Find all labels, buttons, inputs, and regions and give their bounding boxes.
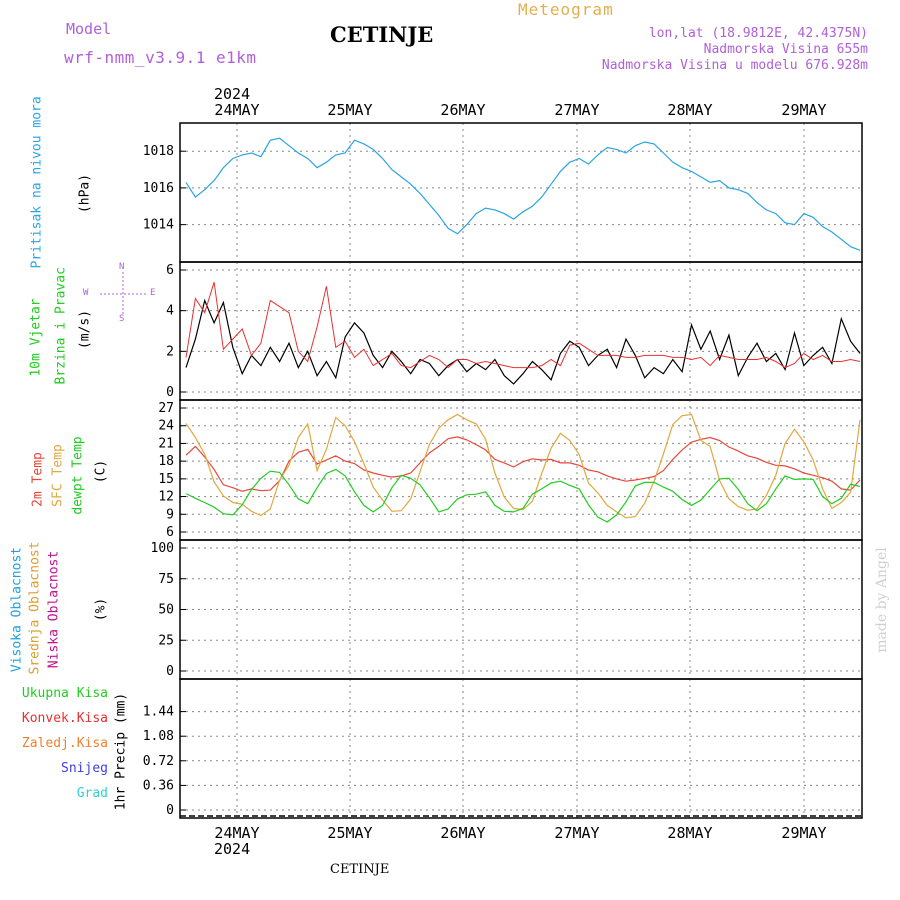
day-label-bottom: 25MAY [327,824,372,842]
y-tick-label: 0 [166,385,174,400]
y-tick-label: 100 [151,541,174,556]
y-tick-label: 21 [158,436,174,451]
panel-frame [179,122,863,263]
y-tick-label: 0 [166,664,174,679]
y-tick-label: 27 [158,401,174,416]
series-wind_speed [185,298,861,385]
legend-hail: Grad [76,786,108,801]
compass-n: N [119,262,125,272]
top-year: 2024 [214,85,251,103]
y-tick-label: 15 [158,472,174,487]
y-tick-label: 75 [158,572,174,587]
compass-w: W [83,288,89,298]
day-label-bottom: 24MAY [214,824,259,842]
day-label-bottom: 28MAY [667,824,712,842]
y-tick-label: 4 [166,304,174,319]
legend-total-rain: Ukupna Kisa [21,686,108,701]
model-label: Model [66,20,112,38]
model-altitude-label: Nadmorska Visina u modelu 676.928m [601,58,868,73]
day-label-top: 27MAY [554,101,599,119]
y-tick-label: 24 [158,419,174,434]
series-sfc_temp [185,413,861,519]
day-label-bottom: 29MAY [781,824,826,842]
coords-label: lon,lat (18.9812E, 42.4375N) [648,26,868,41]
compass-e: E [150,288,156,298]
model-name: wrf-nmm_v3.9.1 e1km [64,48,257,67]
y-tick-label: 1014 [143,218,174,233]
legend-conv-rain: Konvek.Kisa [21,711,108,726]
series-temp2m [185,436,861,492]
y-tick-label: 0.72 [143,754,174,769]
series-wind_dir [185,282,861,369]
day-label-bottom: 27MAY [554,824,599,842]
y-tick-label: 1016 [143,181,174,196]
footer-station: CETINJE [330,862,390,877]
bottom-year: 2024 [214,840,251,858]
product-title: Meteogram [518,0,614,19]
y-tick-label: 1018 [143,144,174,159]
y-tick-label: 18 [158,454,174,469]
y-tick-label: 9 [166,507,174,522]
y-tick-label: 25 [158,633,174,648]
y-tick-label: 0.36 [143,778,174,793]
station-title: CETINJE [330,22,434,47]
y-tick-label: 1.44 [143,705,174,720]
day-label-top: 25MAY [327,101,372,119]
panel-frame [179,399,863,541]
y-tick-label: 12 [158,490,174,505]
day-label-top: 24MAY [214,101,259,119]
panel-frame [179,261,863,401]
y-tick-label: 1.08 [143,729,174,744]
series-dewpoint [185,468,861,523]
y-tick-label: 6 [166,263,174,278]
legend-frozen-rain: Zaledj.Kisa [21,736,108,751]
series-pressure [185,137,861,251]
panel-frame [179,678,863,819]
y-tick-label: 0 [166,803,174,818]
altitude-label: Nadmorska Visina 655m [703,42,868,57]
y-tick-label: 6 [166,525,174,540]
day-label-bottom: 26MAY [440,824,485,842]
day-label-top: 29MAY [781,101,826,119]
compass-s: S [119,314,125,324]
legend-snow: Snijeg [61,761,108,776]
day-label-top: 28MAY [667,101,712,119]
day-label-top: 26MAY [440,101,485,119]
y-tick-label: 50 [158,603,174,618]
y-tick-label: 2 [166,344,174,359]
